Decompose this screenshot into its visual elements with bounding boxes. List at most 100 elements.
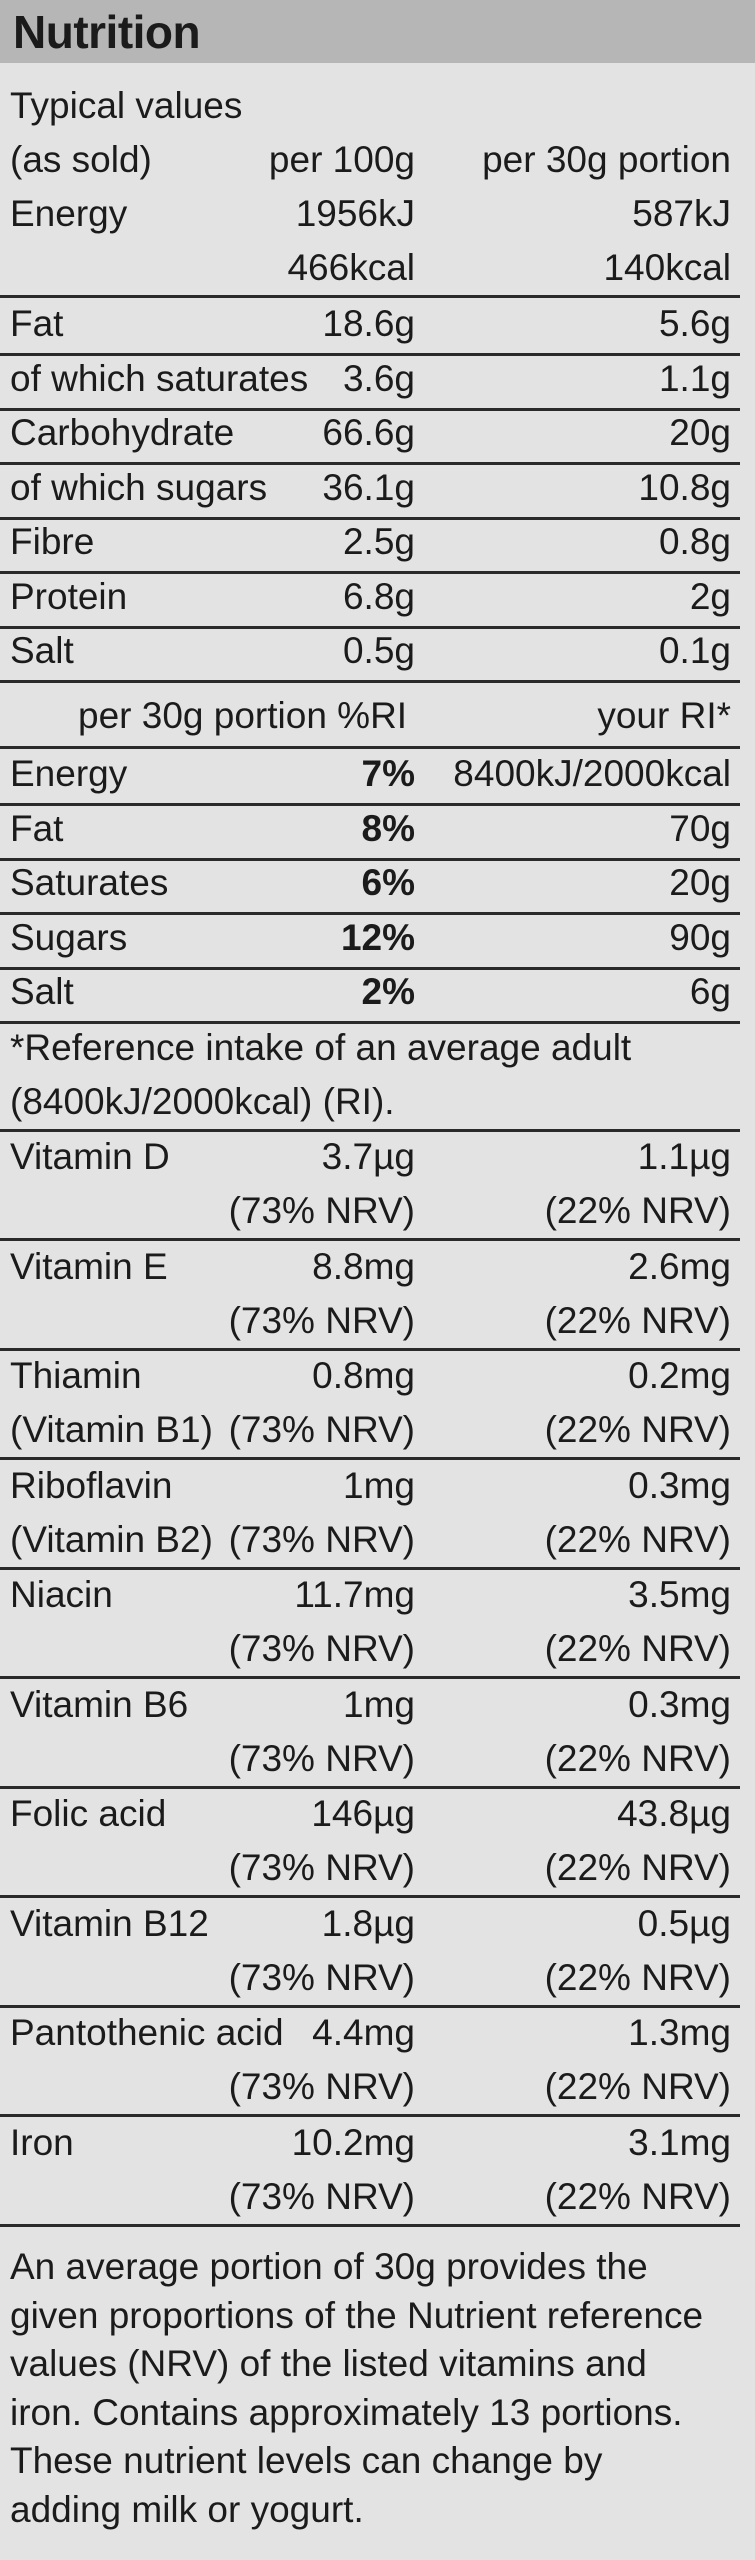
vitamin-per-100g: 11.7mg (294, 1574, 415, 1615)
ri-per-portion-header: per 30g portion %RI (78, 695, 408, 736)
divider (0, 1566, 740, 1570)
vitamin-label: Folic acid (10, 1793, 167, 1834)
nutrient-per-100g: 6.8g (342, 575, 415, 617)
vitamin-label: Pantothenic acid (10, 2012, 284, 2053)
vitamin-per-30g: 1.3mg (628, 2012, 731, 2053)
ri-percent: 6% (361, 862, 415, 903)
vitamin-nrv-30g: (22% NRV) (544, 2066, 731, 2107)
vitamin-per-30g: 0.3mg (628, 1683, 731, 1725)
ri-reference: 8400kJ/2000kcal (453, 753, 731, 794)
as-sold-label: (as sold) (10, 139, 152, 180)
divider (0, 1676, 740, 1679)
energy-kcal-100: 466kcal (287, 247, 415, 288)
vitamin-nrv-30g: (22% NRV) (544, 1299, 731, 1341)
vitamin-nrv-100g: (73% NRV) (228, 1847, 415, 1888)
vitamin-nrv-100g: (73% NRV) (228, 1299, 415, 1341)
your-ri-header: your RI* (597, 695, 731, 736)
vitamin-per-100g: 8.8mg (312, 1245, 415, 1287)
per-30g-header: per 30g portion (482, 139, 731, 180)
vitamin-nrv-100g: (73% NRV) (228, 2175, 415, 2217)
footer-text: An average portion of 30g provides the (10, 2246, 648, 2287)
energy-kj-100: 1956kJ (295, 193, 415, 234)
divider (0, 1347, 740, 1351)
footer-text: values (NRV) of the listed vitamins and (10, 2343, 647, 2384)
panel-title: Nutrition (13, 6, 201, 58)
nutrient-per-30g: 10.8g (638, 466, 731, 508)
divider (0, 803, 740, 806)
nutrient-label: Protein (10, 575, 128, 617)
vitamin-per-30g: 43.8µg (617, 1793, 731, 1834)
divider (0, 295, 740, 298)
footer-text: These nutrient levels can change by (10, 2440, 603, 2481)
vitamin-per-30g: 1.1µg (637, 1136, 731, 1177)
vitamin-nrv-100g: (73% NRV) (228, 1737, 415, 1779)
energy-kcal-30: 140kcal (603, 247, 731, 288)
vitamin-per-30g: 3.5mg (628, 1574, 731, 1615)
ri-note-text: (8400kJ/2000kcal) (RI). (10, 1081, 395, 1122)
vitamin-nrv-100g: (73% NRV) (228, 1956, 415, 1998)
energy-kj-30: 587kJ (632, 193, 731, 234)
nutrient-label: Carbohydrate (10, 412, 235, 453)
divider (0, 1021, 740, 1024)
vitamin-nrv-30g: (22% NRV) (544, 2175, 731, 2217)
vitamin-per-30g: 2.6mg (628, 1245, 731, 1287)
vitamin-nrv-100g: (73% NRV) (228, 1628, 415, 1669)
vitamin-label: Vitamin D (10, 1136, 170, 1177)
ri-percent: 7% (361, 753, 415, 794)
divider (0, 2114, 740, 2117)
vitamin-nrv-100g: (73% NRV) (228, 2066, 415, 2107)
divider (0, 1895, 740, 1898)
divider (0, 746, 740, 749)
vitamin-label: Vitamin E (10, 1245, 168, 1287)
nutrient-per-100g: 18.6g (322, 303, 415, 344)
nutrient-per-30g: 2g (689, 575, 731, 617)
nutrient-per-30g: 1.1g (658, 357, 731, 399)
title-bar: Nutrition (0, 0, 755, 63)
vitamin-label: Vitamin B6 (10, 1683, 189, 1725)
ri-label: Energy (10, 753, 128, 794)
vitamin-nrv-30g: (22% NRV) (544, 1190, 731, 1231)
divider (0, 912, 740, 915)
vitamin-nrv-100g: (73% NRV) (228, 1190, 415, 1231)
divider (0, 625, 740, 629)
ri-label: Fat (10, 807, 64, 849)
vitamin-nrv-30g: (22% NRV) (544, 1518, 731, 1560)
divider (0, 1129, 740, 1132)
vitamin-label-extra: (Vitamin B2) (10, 1518, 213, 1560)
vitamin-per-100g: 1.8µg (321, 1902, 415, 1944)
vitamin-per-100g: 4.4mg (312, 2012, 415, 2053)
vitamin-nrv-100g: (73% NRV) (228, 1409, 415, 1450)
vitamin-nrv-30g: (22% NRV) (544, 1737, 731, 1779)
nutrient-per-30g: 20g (669, 412, 731, 453)
vitamin-nrv-30g: (22% NRV) (544, 1409, 731, 1450)
vitamin-label: Riboflavin (10, 1464, 173, 1506)
ri-percent: 2% (361, 971, 415, 1012)
divider (0, 680, 740, 683)
vitamin-per-30g: 0.2mg (628, 1355, 731, 1396)
divider (0, 571, 740, 574)
nutrient-per-100g: 66.6g (322, 412, 415, 453)
ri-percent: 12% (340, 916, 415, 958)
nutrient-per-30g: 0.8g (658, 521, 731, 562)
divider (0, 1785, 740, 1789)
nutrient-label: of which saturates (10, 357, 309, 399)
divider (0, 407, 740, 411)
vitamin-per-100g: 3.7µg (321, 1136, 415, 1177)
vitamin-nrv-30g: (22% NRV) (544, 1847, 731, 1888)
ri-note-text: *Reference intake of an average adult (10, 1027, 632, 1068)
nutrient-per-100g: 2.5g (342, 521, 415, 562)
vitamin-label-extra: (Vitamin B1) (10, 1409, 213, 1450)
vitamin-per-30g: 0.3mg (628, 1464, 731, 1506)
footer-text: given proportions of the Nutrient refere… (10, 2294, 704, 2336)
divider (0, 2223, 740, 2227)
divider (0, 857, 740, 861)
ri-label: Saturates (10, 862, 169, 903)
ri-reference: 90g (669, 916, 731, 958)
vitamin-per-100g: 1mg (343, 1464, 415, 1506)
divider (0, 966, 740, 970)
footer-text: iron. Contains approximately 13 portions… (10, 2391, 683, 2433)
divider (0, 516, 740, 520)
per-100g-header: per 100g (268, 139, 415, 180)
ri-reference: 20g (669, 862, 731, 903)
